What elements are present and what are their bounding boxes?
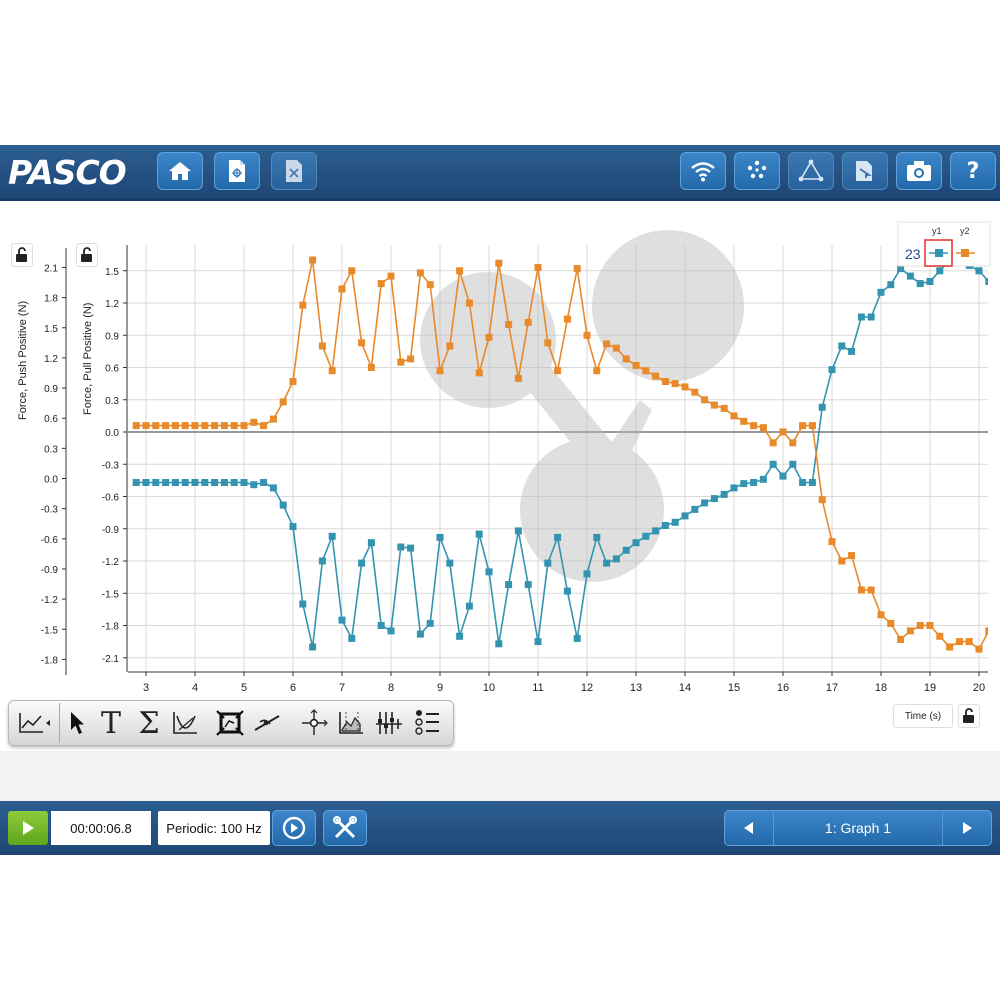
home-icon (169, 162, 191, 180)
close-file-button[interactable] (271, 152, 317, 190)
export-icon (856, 161, 872, 181)
data-points-button[interactable] (734, 152, 780, 190)
camera-icon (907, 161, 931, 181)
wireless-icon (691, 162, 715, 182)
camera-button[interactable] (896, 152, 942, 190)
scale-to-fit-icon (216, 710, 244, 736)
start-recording-button[interactable] (8, 811, 48, 845)
add-series-icon (376, 712, 402, 734)
scale-to-fit-button[interactable] (214, 706, 246, 740)
data-points-icon (747, 160, 767, 179)
timer-icon (282, 816, 306, 840)
select-arrow-icon (71, 712, 84, 734)
legend-list-button[interactable] (411, 706, 443, 740)
curve-fit-icon (173, 712, 197, 734)
area-tool-icon (339, 712, 363, 734)
blank-area (0, 751, 1000, 801)
top-toolbar: PASCO ? (0, 145, 1000, 201)
coordinates-tool-button[interactable] (298, 706, 330, 740)
next-page-button[interactable] (943, 811, 991, 845)
pasco-logo: PASCO (8, 153, 127, 192)
x-axis-label-button[interactable]: Time (s) (893, 704, 953, 728)
home-button[interactable] (157, 152, 203, 190)
tools-button[interactable] (323, 810, 367, 846)
unlock-icon (81, 247, 92, 262)
y1-axis-lock-button[interactable] (11, 243, 33, 267)
arrow-left-icon (744, 822, 753, 834)
curve-fit-button[interactable] (169, 706, 201, 740)
graph-type-icon (19, 713, 50, 733)
coordinates-tool-icon (302, 709, 328, 735)
legend-list-icon (415, 710, 439, 735)
select-tool-button[interactable] (61, 706, 93, 740)
export-button[interactable] (842, 152, 888, 190)
area-tool-button[interactable] (335, 706, 367, 740)
new-file-icon (229, 160, 245, 182)
arrow-right-icon (963, 822, 972, 834)
close-file-icon (286, 160, 302, 182)
y2-axis-lock-button[interactable] (76, 243, 98, 267)
sampling-rate-selector[interactable]: Periodic: 100 Hz (158, 811, 270, 845)
previous-page-button[interactable] (725, 811, 773, 845)
recording-conditions-button[interactable] (272, 810, 316, 846)
play-icon (23, 821, 34, 835)
palette-separator (59, 703, 60, 743)
sum-tool-button[interactable]: Σ (138, 705, 160, 741)
unlock-icon (963, 708, 974, 723)
page-navigator: 1: Graph 1 (724, 810, 992, 846)
triangle-graph-icon (798, 159, 824, 182)
graph-type-button[interactable] (15, 706, 55, 740)
triangle-graph-button[interactable] (788, 152, 834, 190)
x-axis-lock-button[interactable] (958, 704, 980, 728)
text-tool-button[interactable]: T (100, 705, 121, 741)
graph-tool-palette: T Σ (8, 700, 454, 746)
wireless-button[interactable] (680, 152, 726, 190)
slope-tool-icon (254, 715, 280, 731)
elapsed-time-display: 00:00:06.8 (51, 811, 151, 845)
unlock-icon (16, 247, 27, 262)
page-label[interactable]: 1: Graph 1 (773, 811, 943, 845)
slope-tool-button[interactable] (251, 706, 283, 740)
help-button[interactable]: ? (950, 152, 996, 190)
add-series-button[interactable] (373, 706, 405, 740)
new-file-button[interactable] (214, 152, 260, 190)
tools-icon (333, 816, 357, 839)
graph-workspace (0, 201, 1000, 751)
help-icon: ? (966, 158, 980, 184)
bottom-controls-bar: 00:00:06.8 Periodic: 100 Hz 1: Graph 1 (0, 801, 1000, 855)
